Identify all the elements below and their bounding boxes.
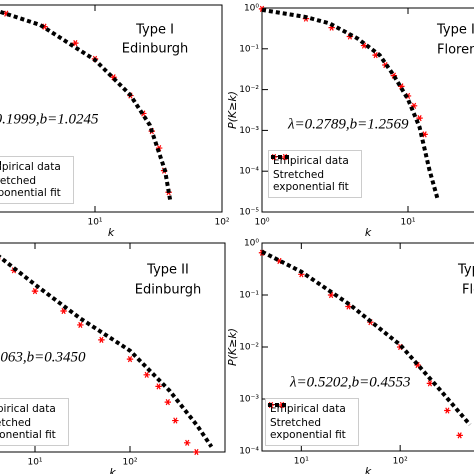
- legend-label: Empirical data: [270, 403, 346, 415]
- y-axis-label: P(K≥k): [226, 91, 239, 129]
- x-tick-label: 10¹: [294, 457, 309, 467]
- fit-line: [261, 249, 472, 427]
- fit-line: [0, 10, 173, 200]
- x-axis-label: k: [365, 465, 372, 474]
- y-tick-label: 10⁰: [244, 4, 259, 14]
- legend: Empirical data Stretched exponential fit: [0, 156, 74, 204]
- legend-label: Stretched exponential fit: [270, 417, 346, 441]
- legend-label: Stretched exponential fit: [0, 175, 61, 199]
- legend-label: Empirical data: [0, 161, 61, 173]
- legend-label: Empirical data: [273, 155, 349, 167]
- x-tick-label: 10²: [214, 218, 229, 228]
- legend-entry: Stretched exponential fit: [0, 417, 64, 441]
- annotation: Edinburgh: [122, 42, 188, 57]
- y-tick-label: 10⁻⁵: [239, 208, 259, 218]
- data-point: [31, 288, 39, 295]
- annotation: Florence: [437, 43, 474, 58]
- legend-swatch: [0, 161, 1, 165]
- legend-entry: Empirical data: [0, 403, 64, 415]
- data-point: [77, 321, 84, 329]
- y-tick-label: 10⁻¹: [239, 291, 259, 301]
- x-tick-label: 10²: [122, 458, 137, 468]
- x-axis-label: k: [365, 226, 372, 239]
- data-point: [155, 383, 162, 390]
- annotation: Edinburgh: [135, 283, 201, 298]
- legend-swatch: [268, 403, 286, 407]
- y-tick-label: 10⁻⁴: [239, 167, 259, 177]
- y-tick-label: 10⁻¹: [239, 44, 259, 54]
- plot-frame: [0, 242, 226, 453]
- x-tick-label: 10¹: [400, 218, 415, 228]
- legend-entry: Stretched exponential fit: [0, 161, 69, 199]
- legend-entry: Empirical data: [0, 161, 69, 173]
- annotation: Type I: [436, 23, 474, 38]
- fit-line: [0, 254, 214, 448]
- data-point: [172, 417, 179, 424]
- x-tick-label: 10¹: [87, 218, 102, 228]
- fit-parameters: λ=0.5202,b=0.4553: [289, 374, 411, 390]
- legend-label: Stretched exponential fit: [273, 169, 349, 193]
- y-tick-label: 10⁰: [244, 239, 259, 249]
- legend-label: Empirical data: [0, 403, 56, 415]
- legend: Empirical data Stretched exponential fit: [0, 398, 69, 446]
- data-point: [126, 355, 134, 363]
- y-tick-label: 10⁻²: [239, 343, 259, 353]
- annotation: Florence: [462, 283, 474, 298]
- data-point: [164, 399, 172, 406]
- y-tick-label: 10⁻⁴: [239, 447, 259, 457]
- legend-label: Stretched exponential fit: [0, 417, 56, 441]
- fit-parameters: λ=0.2789,b=1.2569: [287, 116, 409, 132]
- data-point: [444, 407, 451, 414]
- y-tick-label: 10⁻²: [239, 85, 259, 95]
- legend-entry: Stretched exponential fit: [271, 155, 357, 193]
- y-axis-label: P(K≥k): [226, 328, 239, 366]
- y-tick-label: 10⁻³: [239, 395, 259, 405]
- legend-entry: Stretched exponential fit: [268, 403, 354, 441]
- x-tick-label: 10⁰: [254, 218, 269, 228]
- legend: Empirical data Stretched exponential fit: [265, 398, 359, 446]
- fit-parameters: λ=0.5063,b=0.3450: [0, 349, 86, 365]
- x-tick-label: 10²: [393, 457, 408, 467]
- data-point: [456, 432, 463, 439]
- data-point: [98, 336, 105, 343]
- data-point: [193, 448, 200, 456]
- data-point: [72, 40, 79, 47]
- x-tick-label: 10¹: [27, 458, 42, 468]
- data-point: [143, 371, 150, 378]
- x-axis-label: k: [108, 226, 115, 239]
- annotation: Type II: [457, 263, 474, 278]
- legend: Empirical data Stretched exponential fit: [268, 150, 362, 198]
- fit-line: [261, 7, 440, 201]
- x-axis-label: k: [109, 466, 116, 474]
- annotation: Type I: [135, 23, 174, 38]
- annotation: Type II: [146, 263, 189, 278]
- legend-swatch: [271, 155, 289, 159]
- y-tick-label: 10⁻³: [239, 126, 259, 136]
- fit-parameters: λ=0.1999,b=1.0245: [0, 111, 99, 127]
- data-point: [183, 439, 191, 446]
